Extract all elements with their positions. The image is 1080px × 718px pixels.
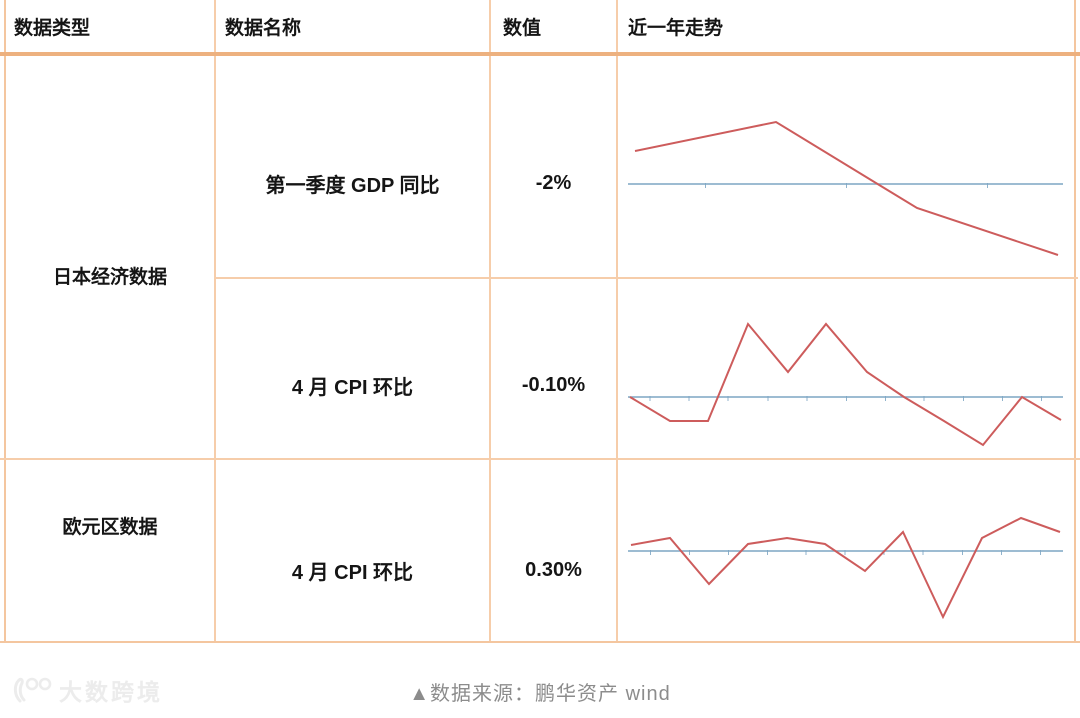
sparkline-gdp-yoy [617, 52, 1078, 277]
table-border-right [1074, 0, 1076, 641]
metric-value-gdp-yoy: -2% [535, 171, 572, 194]
column-divider-1 [214, 0, 216, 641]
economic-data-table: 数据类型 数据名称 数值 近一年走势 日本经济数据 第一季度 GDP 同比 -2… [5, 0, 1078, 641]
metric-name-gdp-yoy: 第一季度 GDP 同比 [265, 174, 440, 197]
column-divider-3 [616, 0, 618, 641]
metric-name-euro-cpi: 4 月 CPI 环比 [291, 561, 414, 584]
sparkline-eurozone-cpi [617, 458, 1078, 641]
table-border-left [4, 0, 6, 641]
watermark-text: 大数跨境 [59, 679, 163, 705]
type-cell-japan: 日本经济数据 [52, 266, 167, 288]
metric-value-japan-cpi: -0.10% [521, 373, 586, 396]
metric-value-euro-cpi: 0.30% [525, 558, 582, 581]
section-divider [0, 458, 1080, 460]
watermark: 大数跨境 [10, 672, 163, 708]
row-divider-japan [215, 277, 1078, 279]
header-data-name: 数据名称 [225, 17, 302, 39]
header-value: 数值 [503, 17, 542, 39]
watermark-logo-icon [13, 677, 52, 703]
header-trend: 近一年走势 [628, 17, 724, 39]
table-border-bottom [0, 641, 1080, 643]
column-divider-2 [489, 0, 491, 641]
header-data-type: 数据类型 [14, 17, 91, 39]
header-underline [0, 52, 1080, 56]
metric-name-japan-cpi: 4 月 CPI 环比 [291, 376, 414, 399]
type-cell-eurozone: 欧元区数据 [62, 517, 158, 538]
sparkline-japan-cpi [617, 277, 1078, 458]
source-note: ▲数据来源：鹏华资产 wind [409, 683, 671, 705]
